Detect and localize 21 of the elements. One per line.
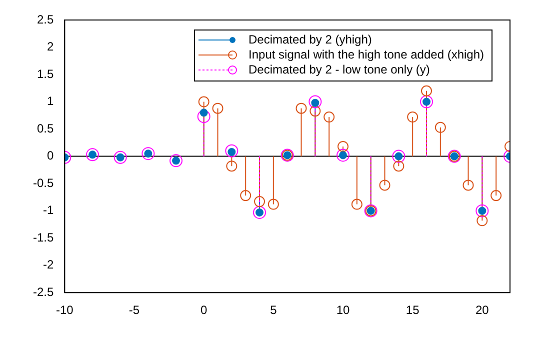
legend-label: Input signal with the high tone added (xhigh)	[248, 47, 484, 62]
y-tick-label: 2.5	[36, 12, 54, 26]
y-tick-label: 2	[46, 40, 54, 54]
y-tick-label: -2.5	[32, 284, 54, 299]
x-tick-label: 20	[475, 303, 490, 318]
x-tick-label: -5	[128, 303, 140, 318]
y-tick-label: 1	[46, 94, 54, 108]
legend-label: Decimated by 2 (yhigh)	[248, 32, 372, 46]
x-tick-label: 10	[336, 303, 350, 318]
y-tick-label: -1.5	[32, 230, 54, 244]
y-tick-label: -0.5	[32, 176, 54, 190]
legend-label: Decimated by 2 - low tone only (y)	[248, 62, 430, 76]
y-tick-label: -1	[43, 203, 54, 218]
y-tick-label: -2	[43, 258, 54, 272]
x-tick-label: 15	[406, 303, 420, 318]
y-tick-label: 0	[46, 148, 54, 163]
x-tick-label: 5	[270, 303, 278, 318]
x-tick-label: -10	[56, 303, 74, 318]
y-tick-label: 1.5	[36, 66, 54, 81]
x-tick-label: 0	[200, 303, 208, 318]
y-tick-label: 0.5	[36, 121, 54, 136]
